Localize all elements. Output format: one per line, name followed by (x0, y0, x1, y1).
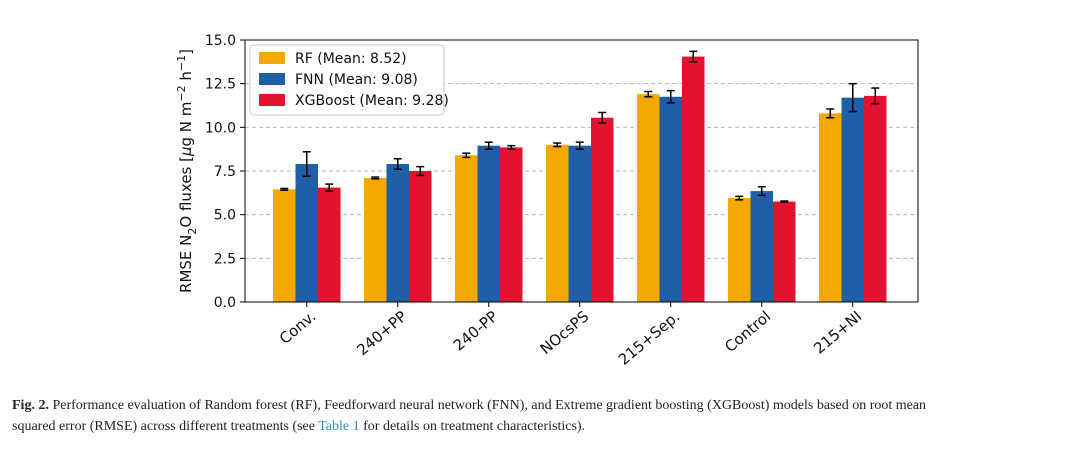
legend-label-rf: RF (Mean: 8.52) (295, 51, 407, 67)
bar (477, 145, 500, 302)
y-tick-label: 15.0 (205, 33, 236, 49)
caption-line-2: squared error (RMSE) across different tr… (12, 416, 1074, 437)
bar (591, 117, 614, 302)
bar (773, 201, 796, 302)
bar (386, 164, 409, 302)
bar (546, 144, 569, 302)
bar (500, 147, 523, 302)
bar (750, 191, 773, 302)
x-tick-label: Control (721, 307, 774, 356)
y-tick-label: 5.0 (214, 208, 236, 224)
legend-swatch-fnn (259, 73, 285, 85)
legend-swatch-rf (259, 52, 285, 64)
caption-text-2a: squared error (RMSE) across different tr… (12, 419, 319, 434)
chart: 0.0 2.5 5.0 7.5 10.0 12.5 15.0 Conv. 240+PP 240-… (175, 33, 919, 369)
x-tick-label: 240+PP (353, 307, 410, 359)
bar (682, 56, 705, 302)
bar (864, 95, 887, 302)
caption-label: Fig. 2. (12, 398, 49, 413)
y-axis: 0.0 2.5 5.0 7.5 10.0 12.5 15.0 (205, 33, 245, 311)
x-tick-label: NOcsPS (537, 307, 593, 358)
x-axis: Conv. 240+PP 240-PP NOcsPS 215+Sep. Control 21… (276, 302, 865, 369)
y-tick-label: 2.5 (214, 251, 236, 267)
bar (728, 198, 751, 302)
x-tick-label: 215+Sep. (615, 307, 683, 369)
bar (819, 113, 842, 302)
legend-label-xgboost: XGBoost (Mean: 9.28) (295, 93, 449, 109)
bar (273, 189, 296, 302)
x-tick-label: 215+NI (810, 307, 865, 357)
y-axis-label: RMSE N2O fluxes [μg N m−2 h−1] (175, 49, 199, 293)
y-tick-label: 7.5 (214, 164, 236, 180)
legend: RF (Mean: 8.52) FNN (Mean: 9.08) XGBoost… (249, 44, 449, 116)
y-tick-label: 10.0 (205, 120, 236, 136)
bar (659, 96, 682, 303)
bars (273, 56, 887, 303)
caption-line-1: Fig. 2. Performance evaluation of Random… (12, 395, 1074, 416)
bar (637, 94, 660, 302)
x-tick-label: Conv. (276, 307, 319, 348)
bar (364, 177, 387, 302)
y-tick-label: 12.5 (205, 77, 236, 93)
legend-box (249, 44, 445, 116)
y-tick-label: 0.0 (214, 295, 236, 311)
bar (841, 97, 864, 302)
error-bars (280, 50, 880, 203)
bar (409, 171, 432, 302)
figure-caption: Fig. 2. Performance evaluation of Random… (12, 395, 1074, 437)
legend-label-fnn: FNN (Mean: 9.08) (295, 72, 418, 88)
bar (568, 145, 591, 302)
bar (295, 164, 318, 302)
legend-swatch-xgboost (259, 94, 285, 106)
bar (318, 187, 341, 302)
caption-text-1: Performance evaluation of Random forest … (48, 398, 927, 413)
x-tick-label: 240-PP (450, 307, 502, 354)
bar (455, 155, 478, 302)
caption-text-2b: for details on treatment characteristics… (359, 419, 586, 434)
table-1-link[interactable]: Table 1 (318, 419, 360, 434)
